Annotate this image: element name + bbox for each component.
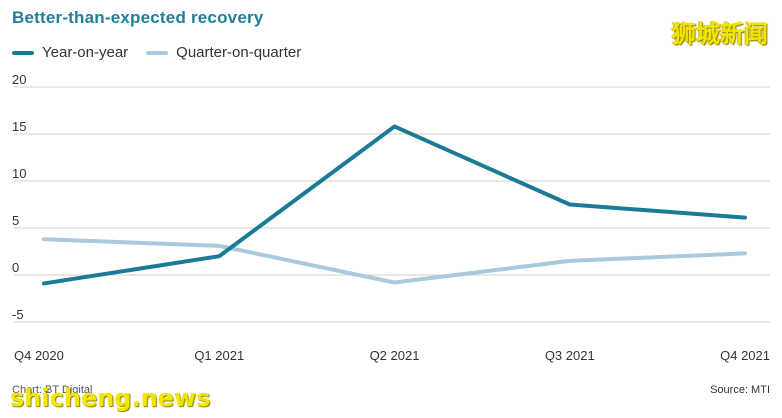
legend-label-yoy: Year-on-year (42, 44, 129, 61)
legend-item-yoy: Year-on-year (12, 44, 128, 61)
legend-swatch-yoy (12, 50, 34, 55)
x-tick-label: Q3 2021 (545, 348, 595, 363)
legend-item-qoq: Quarter-on-quarter (146, 44, 301, 61)
series-line-yoy (42, 124, 747, 286)
legend: Year-on-year Quarter-on-quarter (12, 44, 301, 61)
y-tick-label: 20 (12, 72, 26, 87)
chart-title: Better-than-expected recovery (12, 8, 264, 27)
series-line-qoq (42, 237, 747, 285)
chart-source: Source: MTI (710, 384, 770, 396)
y-tick-label: 15 (12, 119, 26, 134)
y-tick-label: 5 (12, 213, 19, 228)
y-tick-label: 10 (12, 166, 26, 181)
y-tick-label: -5 (12, 307, 24, 322)
chart-credit: Chart: BT Digital (12, 384, 93, 396)
x-tick-label: Q4 2020 (14, 348, 64, 363)
watermark-bottom: shicheng.news (10, 384, 211, 412)
x-tick-label: Q1 2021 (194, 348, 244, 363)
x-tick-label: Q2 2021 (370, 348, 420, 363)
y-tick-label: 0 (12, 260, 19, 275)
legend-swatch-qoq (146, 50, 169, 55)
legend-label-qoq: Quarter-on-quarter (176, 44, 302, 61)
watermark-top: 狮城新闻 (672, 20, 768, 48)
x-tick-label: Q4 2021 (720, 348, 770, 363)
